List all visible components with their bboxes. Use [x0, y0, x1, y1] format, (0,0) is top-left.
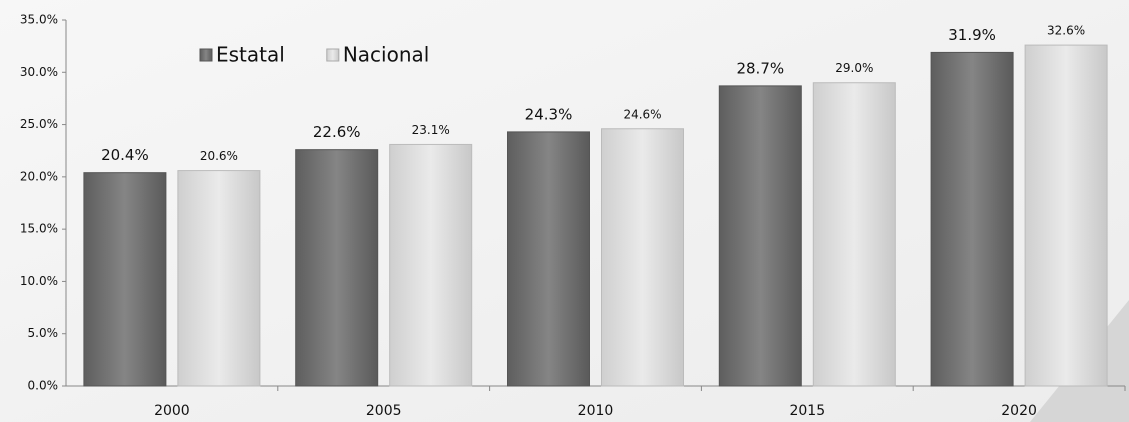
legend-swatch: [199, 48, 213, 62]
value-label: 24.6%: [623, 107, 661, 121]
y-tick-label: 25.0%: [20, 117, 58, 131]
bar: [812, 82, 896, 387]
bar: [601, 128, 684, 387]
x-tick-label: 2015: [789, 403, 825, 419]
y-tick-label: 5.0%: [28, 326, 59, 340]
bar: [507, 131, 590, 387]
value-label: 20.4%: [101, 146, 149, 164]
value-label: 32.6%: [1047, 24, 1085, 38]
bar: [1024, 44, 1108, 387]
value-label: 28.7%: [736, 59, 784, 77]
x-tick-label: 2000: [154, 403, 190, 419]
legend-label: Nacional: [343, 43, 430, 67]
bar: [389, 143, 473, 387]
value-label: 20.6%: [200, 149, 238, 163]
value-label: 29.0%: [835, 61, 873, 75]
value-label: 24.3%: [525, 105, 573, 123]
x-tick-label: 2010: [578, 403, 614, 419]
bar: [177, 170, 261, 387]
x-tick-label: 2005: [366, 403, 402, 419]
y-tick-label: 0.0%: [28, 379, 59, 393]
x-tick-label: 2020: [1001, 403, 1037, 419]
y-tick-label: 15.0%: [20, 222, 58, 236]
bar: [930, 51, 1014, 387]
bar: [83, 172, 167, 387]
bar: [718, 85, 802, 387]
value-label: 31.9%: [948, 26, 996, 44]
y-tick-label: 35.0%: [20, 13, 58, 27]
legend-swatch: [326, 48, 340, 62]
y-tick-label: 20.0%: [20, 169, 58, 183]
y-tick-label: 30.0%: [20, 65, 58, 79]
value-label: 22.6%: [313, 123, 361, 141]
value-label: 23.1%: [412, 123, 450, 137]
y-tick-label: 10.0%: [20, 274, 58, 288]
legend-label: Estatal: [216, 43, 285, 67]
bar: [295, 149, 379, 387]
